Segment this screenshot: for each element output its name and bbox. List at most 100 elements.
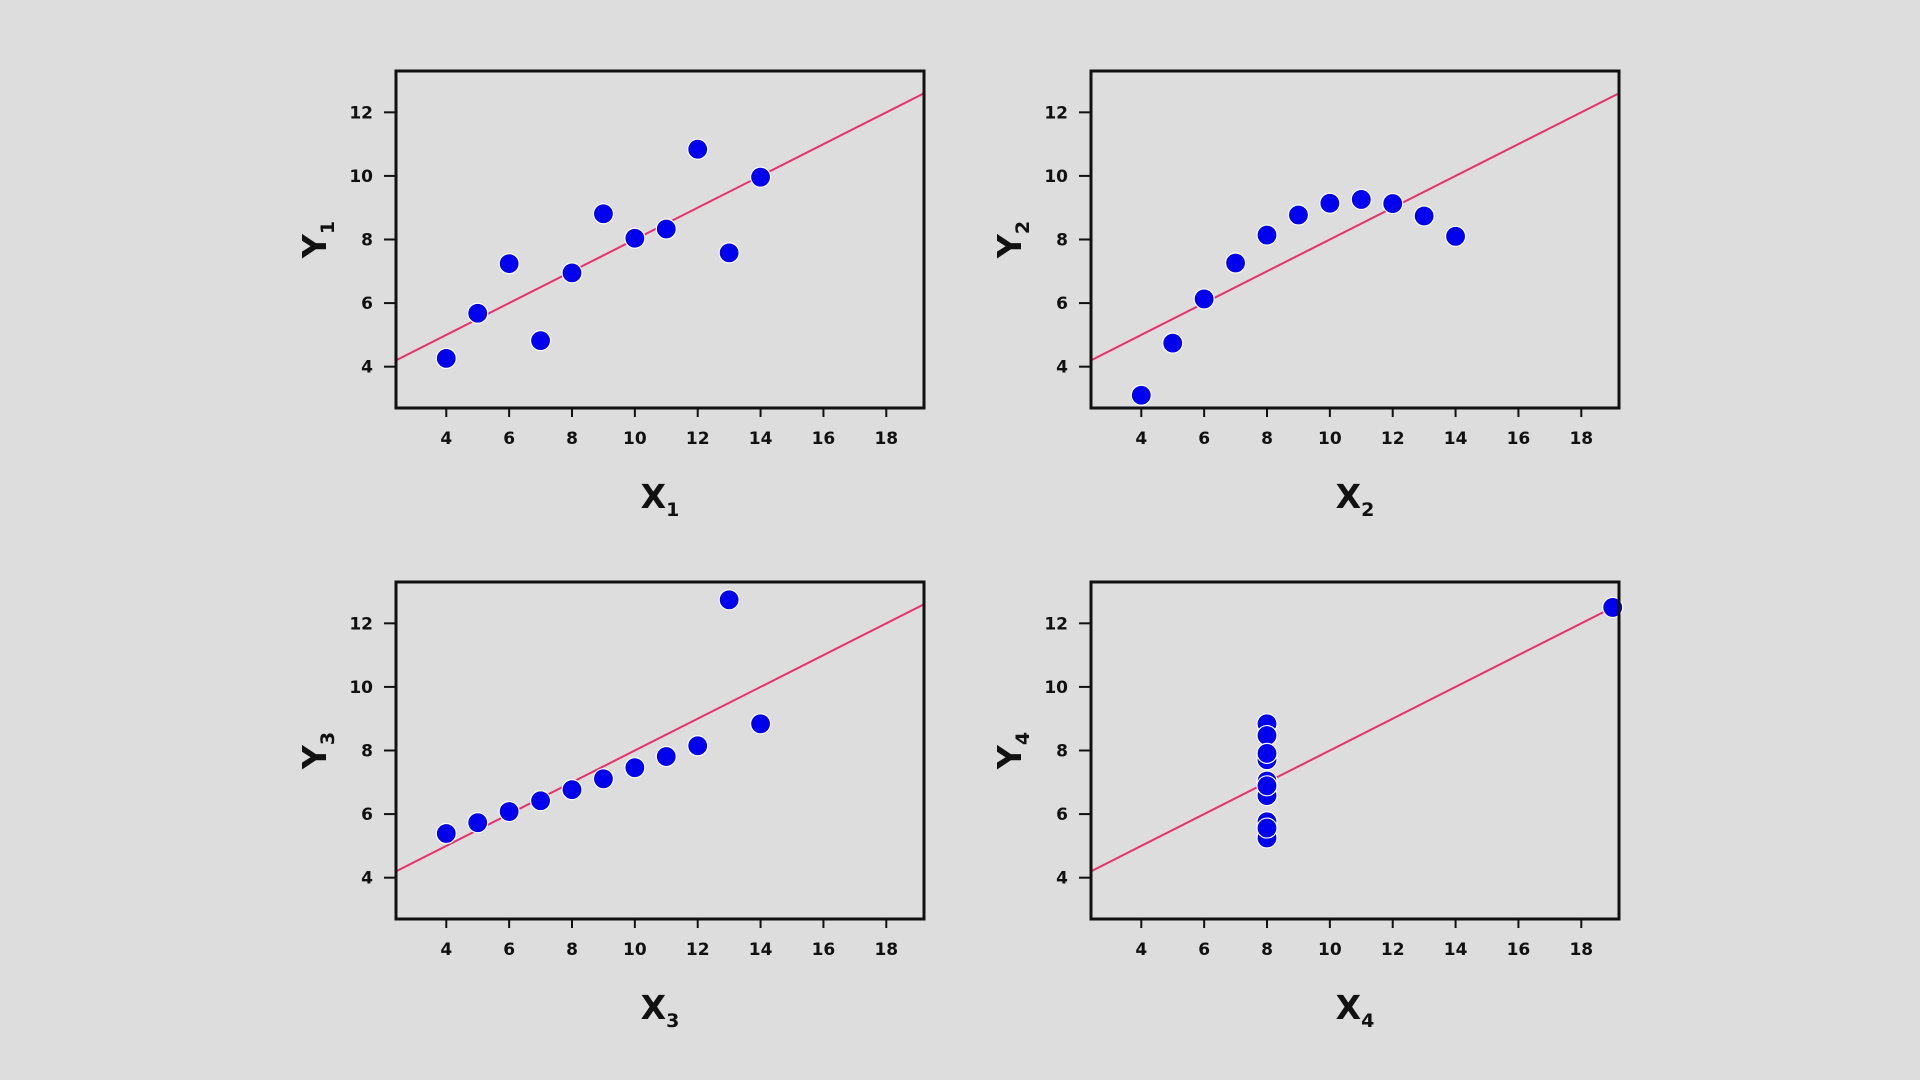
regression-line-2 bbox=[1091, 92, 1619, 362]
y-tick-label: 10 bbox=[1044, 167, 1068, 187]
data-point bbox=[467, 302, 489, 324]
data-point bbox=[1256, 724, 1278, 747]
data-point bbox=[749, 713, 772, 735]
x-tick-label: 14 bbox=[1444, 429, 1468, 449]
y-tick-label: 12 bbox=[1044, 614, 1068, 634]
data-point bbox=[718, 589, 740, 611]
y-tick-label: 6 bbox=[1056, 805, 1068, 825]
y-tick-label: 8 bbox=[361, 742, 373, 762]
panel-1: 4 6 8 10 12 14 16 18 4 6 8 10 12 X1 Y1 bbox=[295, 69, 926, 521]
data-point bbox=[1256, 817, 1278, 839]
y-tick-label: 8 bbox=[1056, 231, 1068, 251]
x-tick-label: 16 bbox=[1507, 429, 1531, 449]
x-tick-label: 18 bbox=[1569, 940, 1593, 960]
x-tick-label: 12 bbox=[1381, 940, 1405, 960]
x-tick-label: 14 bbox=[749, 429, 773, 449]
data-point bbox=[718, 242, 740, 264]
x-tick-label: 18 bbox=[1569, 429, 1593, 449]
x-tick-label: 8 bbox=[566, 940, 578, 960]
x-axis-title-4: X4 bbox=[1336, 988, 1375, 1032]
data-point bbox=[624, 227, 646, 249]
data-point bbox=[1224, 252, 1247, 274]
y-tick-label: 10 bbox=[349, 167, 373, 187]
x-tick-label: 10 bbox=[1318, 429, 1342, 449]
x-tick-label: 4 bbox=[1135, 429, 1147, 449]
panel-3: 4 6 8 10 12 14 16 18 4 6 8 10 12 X3 Y3 bbox=[295, 580, 926, 1032]
data-point bbox=[592, 203, 615, 225]
x-tick-label: 14 bbox=[749, 940, 773, 960]
x-tick-label: 6 bbox=[503, 429, 515, 449]
y-tick-label: 10 bbox=[349, 678, 373, 698]
data-point bbox=[1130, 384, 1152, 406]
data-point bbox=[1287, 204, 1310, 226]
y-tick-label: 8 bbox=[361, 231, 373, 251]
x-tick-label: 16 bbox=[812, 429, 836, 449]
data-point bbox=[435, 347, 457, 370]
y-tick-label: 4 bbox=[1056, 869, 1068, 889]
data-point bbox=[561, 262, 583, 284]
x-tick-label: 10 bbox=[1318, 940, 1342, 960]
plot-frame-4 bbox=[1089, 580, 1621, 921]
plot-frame-1 bbox=[394, 69, 926, 410]
data-point bbox=[1382, 192, 1404, 215]
plot-frame-2 bbox=[1089, 69, 1621, 410]
y-tick-label: 12 bbox=[349, 614, 373, 634]
y-tick-label: 6 bbox=[361, 805, 373, 825]
x-tick-label: 18 bbox=[874, 940, 898, 960]
panel-2: 4 6 8 10 12 14 16 18 4 6 8 10 12 X2 Y2 bbox=[990, 69, 1621, 521]
y-axis-title-2: Y2 bbox=[990, 221, 1034, 259]
y-tick-label: 12 bbox=[1044, 103, 1068, 123]
data-point bbox=[529, 330, 552, 352]
y-tick-label: 8 bbox=[1056, 742, 1068, 762]
data-point bbox=[529, 790, 552, 812]
data-point bbox=[655, 218, 677, 240]
x-tick-label: 4 bbox=[1135, 940, 1147, 960]
data-point bbox=[1444, 225, 1467, 247]
y-tick-label: 4 bbox=[361, 358, 373, 378]
data-point bbox=[1413, 205, 1435, 227]
x-tick-label: 8 bbox=[1261, 429, 1273, 449]
data-point bbox=[624, 757, 646, 779]
x-tick-label: 14 bbox=[1444, 940, 1468, 960]
y-tick-label: 6 bbox=[1056, 294, 1068, 314]
x-tick-label: 10 bbox=[623, 940, 647, 960]
y-axis-title-3: Y3 bbox=[295, 732, 339, 770]
data-point bbox=[1350, 188, 1372, 211]
regression-line-4 bbox=[1091, 603, 1619, 873]
x-tick-label: 16 bbox=[1507, 940, 1531, 960]
x-tick-label: 16 bbox=[812, 940, 836, 960]
x-axis-title-1: X1 bbox=[641, 477, 680, 521]
y-axis-title-4: Y4 bbox=[990, 732, 1034, 770]
data-point bbox=[498, 800, 520, 823]
panel-4: 4 6 8 10 12 14 16 18 4 6 8 10 12 X4 Y4 bbox=[990, 580, 1624, 1032]
x-tick-label: 12 bbox=[686, 940, 710, 960]
y-tick-label: 6 bbox=[361, 294, 373, 314]
x-tick-label: 6 bbox=[503, 940, 515, 960]
data-point bbox=[561, 779, 583, 801]
x-axis-title-3: X3 bbox=[641, 988, 680, 1032]
x-tick-label: 6 bbox=[1198, 429, 1210, 449]
data-point bbox=[655, 745, 677, 768]
x-tick-label: 4 bbox=[440, 429, 452, 449]
y-tick-label: 12 bbox=[349, 103, 373, 123]
x-tick-label: 8 bbox=[566, 429, 578, 449]
data-point bbox=[687, 138, 709, 160]
data-point bbox=[749, 166, 772, 188]
x-tick-label: 18 bbox=[874, 429, 898, 449]
data-point bbox=[435, 822, 457, 845]
data-point bbox=[687, 735, 709, 757]
y-tick-label: 4 bbox=[1056, 358, 1068, 378]
x-tick-label: 12 bbox=[1381, 429, 1405, 449]
y-tick-label: 10 bbox=[1044, 678, 1068, 698]
data-point bbox=[1256, 742, 1278, 764]
x-tick-label: 4 bbox=[440, 940, 452, 960]
data-point bbox=[1193, 288, 1215, 310]
x-tick-label: 10 bbox=[623, 429, 647, 449]
data-point bbox=[1162, 332, 1184, 354]
y-axis-title-1: Y1 bbox=[295, 221, 339, 259]
data-point bbox=[1319, 192, 1341, 214]
data-point bbox=[498, 253, 520, 275]
data-point bbox=[1256, 224, 1278, 246]
x-tick-label: 8 bbox=[1261, 940, 1273, 960]
